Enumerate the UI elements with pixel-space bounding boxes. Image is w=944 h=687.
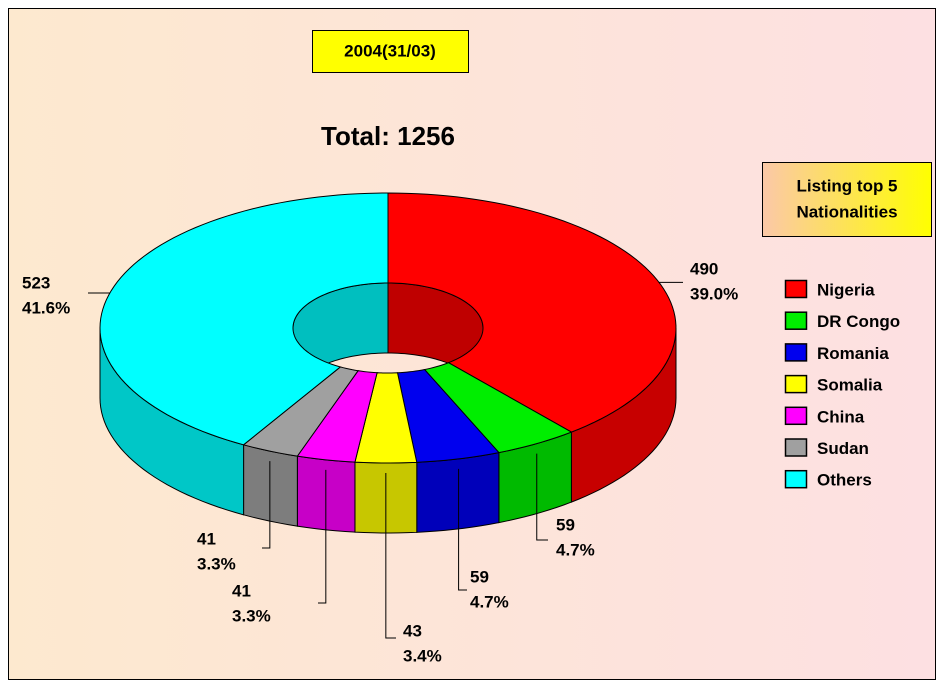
legend-title: Listing top 5 — [796, 176, 897, 195]
legend-label: Romania — [817, 344, 889, 363]
slice-side — [243, 444, 298, 527]
legend-swatch — [784, 406, 808, 426]
title-box — [312, 30, 469, 73]
slice-side — [416, 451, 500, 533]
legend-swatch — [784, 438, 808, 457]
legend-swatch — [784, 343, 808, 362]
chart-subtitle: Total: 1256 — [321, 121, 455, 151]
legend-label: China — [817, 407, 865, 426]
percent-label: 3.3% — [197, 554, 236, 573]
slice — [99, 192, 389, 446]
percent-label: 3.4% — [403, 646, 442, 665]
legend-swatch — [784, 469, 808, 489]
data-label: 59 — [470, 567, 489, 586]
legend-label: DR Congo — [817, 312, 900, 331]
leader-line — [536, 453, 548, 541]
percent-label: 41.6% — [22, 298, 70, 317]
data-label: 490 — [690, 259, 718, 278]
legend-label: Others — [817, 471, 872, 490]
percent-label: 4.7% — [556, 540, 595, 559]
legend-label: Sudan — [817, 439, 869, 458]
legend-label: Somalia — [817, 376, 883, 395]
legend-swatch — [784, 311, 808, 330]
data-label: 59 — [556, 515, 575, 534]
data-label: 41 — [232, 581, 251, 600]
leader-line — [385, 472, 396, 639]
legend-label: Nigeria — [817, 280, 875, 299]
data-label: 523 — [22, 273, 50, 292]
legend-title: Nationalities — [796, 202, 897, 221]
data-label: 43 — [403, 621, 422, 640]
percent-label: 39.0% — [690, 284, 738, 303]
percent-label: 4.7% — [470, 592, 509, 611]
legend-title-box — [762, 162, 932, 237]
chart-title: 2004(31/03) — [344, 41, 436, 60]
leader-line — [318, 469, 327, 604]
leader-line — [262, 461, 271, 549]
legend-swatch — [784, 279, 808, 299]
leader-line — [458, 468, 467, 591]
legend-swatch — [784, 374, 808, 394]
percent-label: 3.3% — [232, 606, 271, 625]
data-label: 41 — [197, 529, 216, 548]
